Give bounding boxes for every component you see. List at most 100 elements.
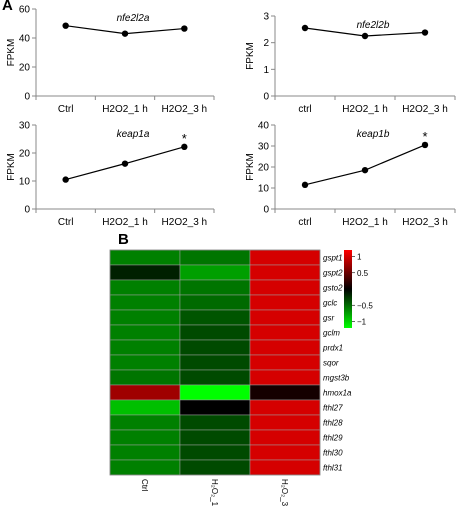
chart-title: keap1b <box>357 129 390 140</box>
heatmap-cell <box>249 429 321 446</box>
heatmap-cell <box>249 459 321 476</box>
row-label: fthl30 <box>323 449 343 458</box>
chart-title: keap1a <box>117 129 150 140</box>
x-tick-label: H2O2_3 h <box>402 104 448 115</box>
colorbar-gradient <box>344 250 352 328</box>
heatmap-cell <box>179 294 251 311</box>
panel-label-b: B <box>118 231 129 248</box>
column-label: H₂O₂_1 h <box>210 479 219 507</box>
heatmap-cell <box>179 414 251 431</box>
heatmap-cell <box>249 279 321 296</box>
y-tick-label: 10 <box>258 184 270 195</box>
data-point <box>121 160 129 167</box>
x-tick-label: H2O2_1 h <box>342 217 388 228</box>
data-point <box>121 30 129 37</box>
row-label: gclc <box>323 299 337 308</box>
data-point <box>62 22 69 29</box>
heatmap-cell <box>179 369 251 386</box>
heatmap-cell <box>179 444 251 461</box>
heatmap-cell <box>179 264 251 281</box>
y-tick-label: 0 <box>24 205 30 216</box>
x-tick-label: Ctrl <box>58 217 74 228</box>
heatmap-cell <box>249 264 321 281</box>
y-tick-label: 0 <box>263 92 269 103</box>
heatmap-cell <box>179 429 251 446</box>
heatmap-cell <box>109 279 181 296</box>
data-point <box>181 25 188 32</box>
heatmap-cell <box>109 414 181 431</box>
y-axis-label: FPKM <box>6 153 17 181</box>
row-label: gsr <box>323 314 334 323</box>
row-label: prdx1 <box>322 344 343 353</box>
row-label: fthl27 <box>323 404 343 413</box>
chart-title: nfe2l2b <box>357 20 390 31</box>
row-label: gspt2 <box>323 269 343 278</box>
heatmap-cell <box>109 369 181 386</box>
line-chart-4: 0 10 20 30 40 ctrl H2O2_1 h H2O2_3 h FPKM keap1b * <box>245 121 456 228</box>
heatmap-cell <box>249 414 321 431</box>
row-label: gclm <box>323 329 340 338</box>
row-label: gspt1 <box>323 254 343 263</box>
x-tick-label: H2O2_1 h <box>342 104 388 115</box>
data-point <box>301 24 309 32</box>
colorbar-tick-label: 1 <box>357 253 362 262</box>
row-label: fthl29 <box>323 434 343 443</box>
heatmap-cell <box>109 264 181 281</box>
line-chart-3: 0 10 20 30 Ctrl H2O2_1 h H2O2_3 h FPKM keap1a * <box>6 121 215 228</box>
y-tick-label: 60 <box>19 5 31 16</box>
x-tick-label: H2O2_3 h <box>162 217 208 228</box>
y-tick-label: 30 <box>19 121 31 132</box>
data-point <box>181 143 188 151</box>
row-label: gsto2 <box>323 284 343 293</box>
heatmap-cell <box>109 294 181 311</box>
heatmap-cell <box>249 309 321 326</box>
y-tick-label: 0 <box>263 205 269 216</box>
heatmap-cell <box>249 324 321 341</box>
data-point <box>361 166 369 174</box>
row-label: mgst3b <box>323 374 350 383</box>
row-label: hmox1a <box>323 389 352 398</box>
y-axis-label: FPKM <box>245 153 256 181</box>
y-tick-label: 2 <box>263 38 269 49</box>
y-tick-label: 3 <box>263 12 269 23</box>
heatmap-cell <box>109 444 181 461</box>
colorbar: 1 0.5 −0.5 −1 <box>344 250 373 328</box>
heatmap-cell <box>249 399 321 416</box>
y-tick-label: 1 <box>263 65 269 76</box>
heatmap-cell <box>249 294 321 311</box>
heatmap-cell <box>109 399 181 416</box>
heatmap-cell <box>109 324 181 341</box>
row-label: fthl31 <box>323 464 343 473</box>
heatmap-cell <box>179 279 251 296</box>
y-tick-label: 40 <box>19 34 31 45</box>
heatmap-cell <box>109 339 181 356</box>
heatmap-cell <box>109 384 181 401</box>
y-tick-label: 0 <box>24 92 30 103</box>
heatmap-cell <box>179 309 251 326</box>
y-tick-label: 20 <box>258 163 270 174</box>
panel-label-a: A <box>2 0 13 14</box>
colorbar-tick-label: −1 <box>357 318 367 327</box>
heatmap: gspt1 gspt2 gsto2 gclc gsr gclm prdx1 sqor mgst3… <box>109 249 352 507</box>
x-tick-label: Ctrl <box>58 104 74 115</box>
row-label: sqor <box>323 359 339 368</box>
heatmap-cell <box>179 354 251 371</box>
heatmap-cell <box>109 459 181 476</box>
significance-marker: * <box>182 131 187 146</box>
x-tick-label: H2O2_1 h <box>102 217 148 228</box>
y-tick-label: 20 <box>19 149 31 160</box>
column-label: Ctrl <box>140 479 149 492</box>
significance-marker: * <box>422 129 427 144</box>
data-point <box>421 141 429 149</box>
y-tick-label: 10 <box>19 177 31 188</box>
heatmap-cell <box>179 249 251 266</box>
row-label: fthl28 <box>323 419 343 428</box>
y-axis-label: FPKM <box>245 42 256 70</box>
data-point <box>361 32 369 40</box>
heatmap-cell <box>179 384 251 401</box>
heatmap-cell <box>249 249 321 266</box>
x-tick-label: H2O2_1 h <box>102 104 148 115</box>
heatmap-cell <box>249 384 321 401</box>
